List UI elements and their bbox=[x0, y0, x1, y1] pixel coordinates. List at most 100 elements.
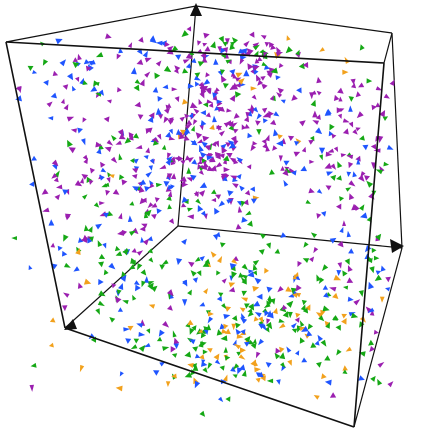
particle-icon bbox=[196, 139, 204, 144]
particle-icon bbox=[342, 220, 347, 227]
particle-icon bbox=[305, 199, 311, 204]
particle-icon bbox=[191, 139, 198, 146]
particle-icon bbox=[267, 295, 272, 301]
particle-icon bbox=[348, 248, 354, 254]
particle-cloud bbox=[11, 26, 395, 417]
particle-icon bbox=[232, 74, 238, 79]
particle-icon bbox=[106, 139, 114, 146]
particle-icon bbox=[238, 48, 244, 54]
particle-icon bbox=[201, 158, 207, 164]
particle-icon bbox=[272, 145, 278, 151]
particle-icon bbox=[158, 329, 165, 337]
particle-icon bbox=[31, 155, 37, 161]
particle-icon bbox=[98, 290, 106, 297]
particle-icon bbox=[199, 144, 204, 153]
particle-icon bbox=[197, 61, 205, 67]
particle-icon bbox=[173, 156, 181, 161]
particle-icon bbox=[300, 304, 306, 311]
particle-icon bbox=[237, 78, 245, 85]
particle-icon bbox=[259, 233, 266, 239]
particle-icon bbox=[132, 168, 139, 174]
particle-icon bbox=[222, 155, 230, 162]
particle-icon bbox=[192, 277, 198, 283]
particle-icon bbox=[252, 42, 260, 49]
particle-icon bbox=[294, 317, 300, 323]
particle-icon bbox=[138, 36, 144, 43]
particle-icon bbox=[314, 340, 320, 346]
particle-icon bbox=[322, 285, 329, 290]
particle-icon bbox=[266, 318, 271, 325]
particle-icon bbox=[347, 296, 354, 302]
particle-icon bbox=[116, 289, 122, 295]
particle-icon bbox=[292, 274, 297, 280]
particle-icon bbox=[169, 117, 174, 123]
particle-icon bbox=[28, 265, 33, 270]
particle-icon bbox=[212, 95, 218, 101]
particle-icon bbox=[211, 189, 217, 194]
particle-icon bbox=[161, 259, 169, 266]
particle-icon bbox=[265, 321, 273, 330]
particle-icon bbox=[110, 156, 118, 164]
particle-icon bbox=[333, 94, 340, 101]
particle-icon bbox=[199, 302, 206, 307]
particle-icon bbox=[63, 292, 70, 298]
particle-icon bbox=[261, 83, 267, 89]
particle-icon bbox=[244, 336, 251, 343]
particle-icon bbox=[216, 329, 223, 336]
particle-icon bbox=[364, 175, 370, 181]
particle-icon bbox=[227, 190, 234, 197]
particle-icon bbox=[130, 67, 137, 75]
particle-icon bbox=[241, 263, 248, 270]
particle-icon bbox=[192, 346, 199, 352]
particle-icon bbox=[377, 361, 385, 368]
particle-icon bbox=[235, 77, 242, 82]
particle-icon bbox=[230, 122, 238, 128]
particle-icon bbox=[140, 236, 145, 243]
particle-icon bbox=[295, 49, 300, 56]
particle-icon bbox=[41, 188, 49, 195]
particle-icon bbox=[173, 343, 180, 349]
particle-icon bbox=[88, 179, 94, 185]
particle-icon bbox=[362, 144, 369, 151]
particle-icon bbox=[348, 96, 354, 102]
particle-icon bbox=[368, 257, 373, 264]
particle-icon bbox=[276, 46, 282, 54]
particle-icon bbox=[379, 110, 386, 118]
particle-icon bbox=[379, 296, 385, 303]
particle-icon bbox=[223, 323, 229, 330]
particle-icon bbox=[371, 247, 377, 253]
particle-icon bbox=[254, 58, 260, 64]
particle-icon bbox=[175, 54, 182, 61]
particle-icon bbox=[215, 152, 221, 160]
particle-icon bbox=[257, 56, 263, 62]
particle-icon bbox=[337, 87, 344, 94]
particle-icon bbox=[156, 133, 162, 140]
particle-icon bbox=[214, 207, 220, 215]
particle-icon bbox=[232, 374, 238, 379]
particle-icon bbox=[218, 130, 225, 137]
particle-icon bbox=[144, 209, 152, 217]
particle-icon bbox=[247, 132, 253, 139]
particle-icon bbox=[129, 201, 135, 206]
particle-icon bbox=[198, 81, 204, 88]
particle-icon bbox=[287, 359, 292, 366]
particle-icon bbox=[202, 349, 208, 355]
particle-icon bbox=[333, 274, 342, 281]
particle-icon bbox=[240, 200, 246, 208]
particle-icon bbox=[319, 154, 323, 161]
particle-icon bbox=[250, 104, 255, 110]
particle-icon bbox=[200, 332, 207, 339]
particle-icon bbox=[175, 128, 181, 135]
particle-icon bbox=[229, 157, 237, 163]
particle-icon bbox=[193, 119, 198, 126]
particle-icon bbox=[109, 317, 116, 323]
particle-icon bbox=[165, 131, 172, 138]
particle-icon bbox=[130, 158, 135, 164]
particle-icon bbox=[144, 186, 151, 192]
particle-icon bbox=[162, 346, 170, 351]
particle-icon bbox=[369, 309, 375, 316]
particle-icon bbox=[215, 124, 222, 131]
particle-icon bbox=[255, 372, 262, 378]
particle-icon bbox=[129, 230, 136, 236]
